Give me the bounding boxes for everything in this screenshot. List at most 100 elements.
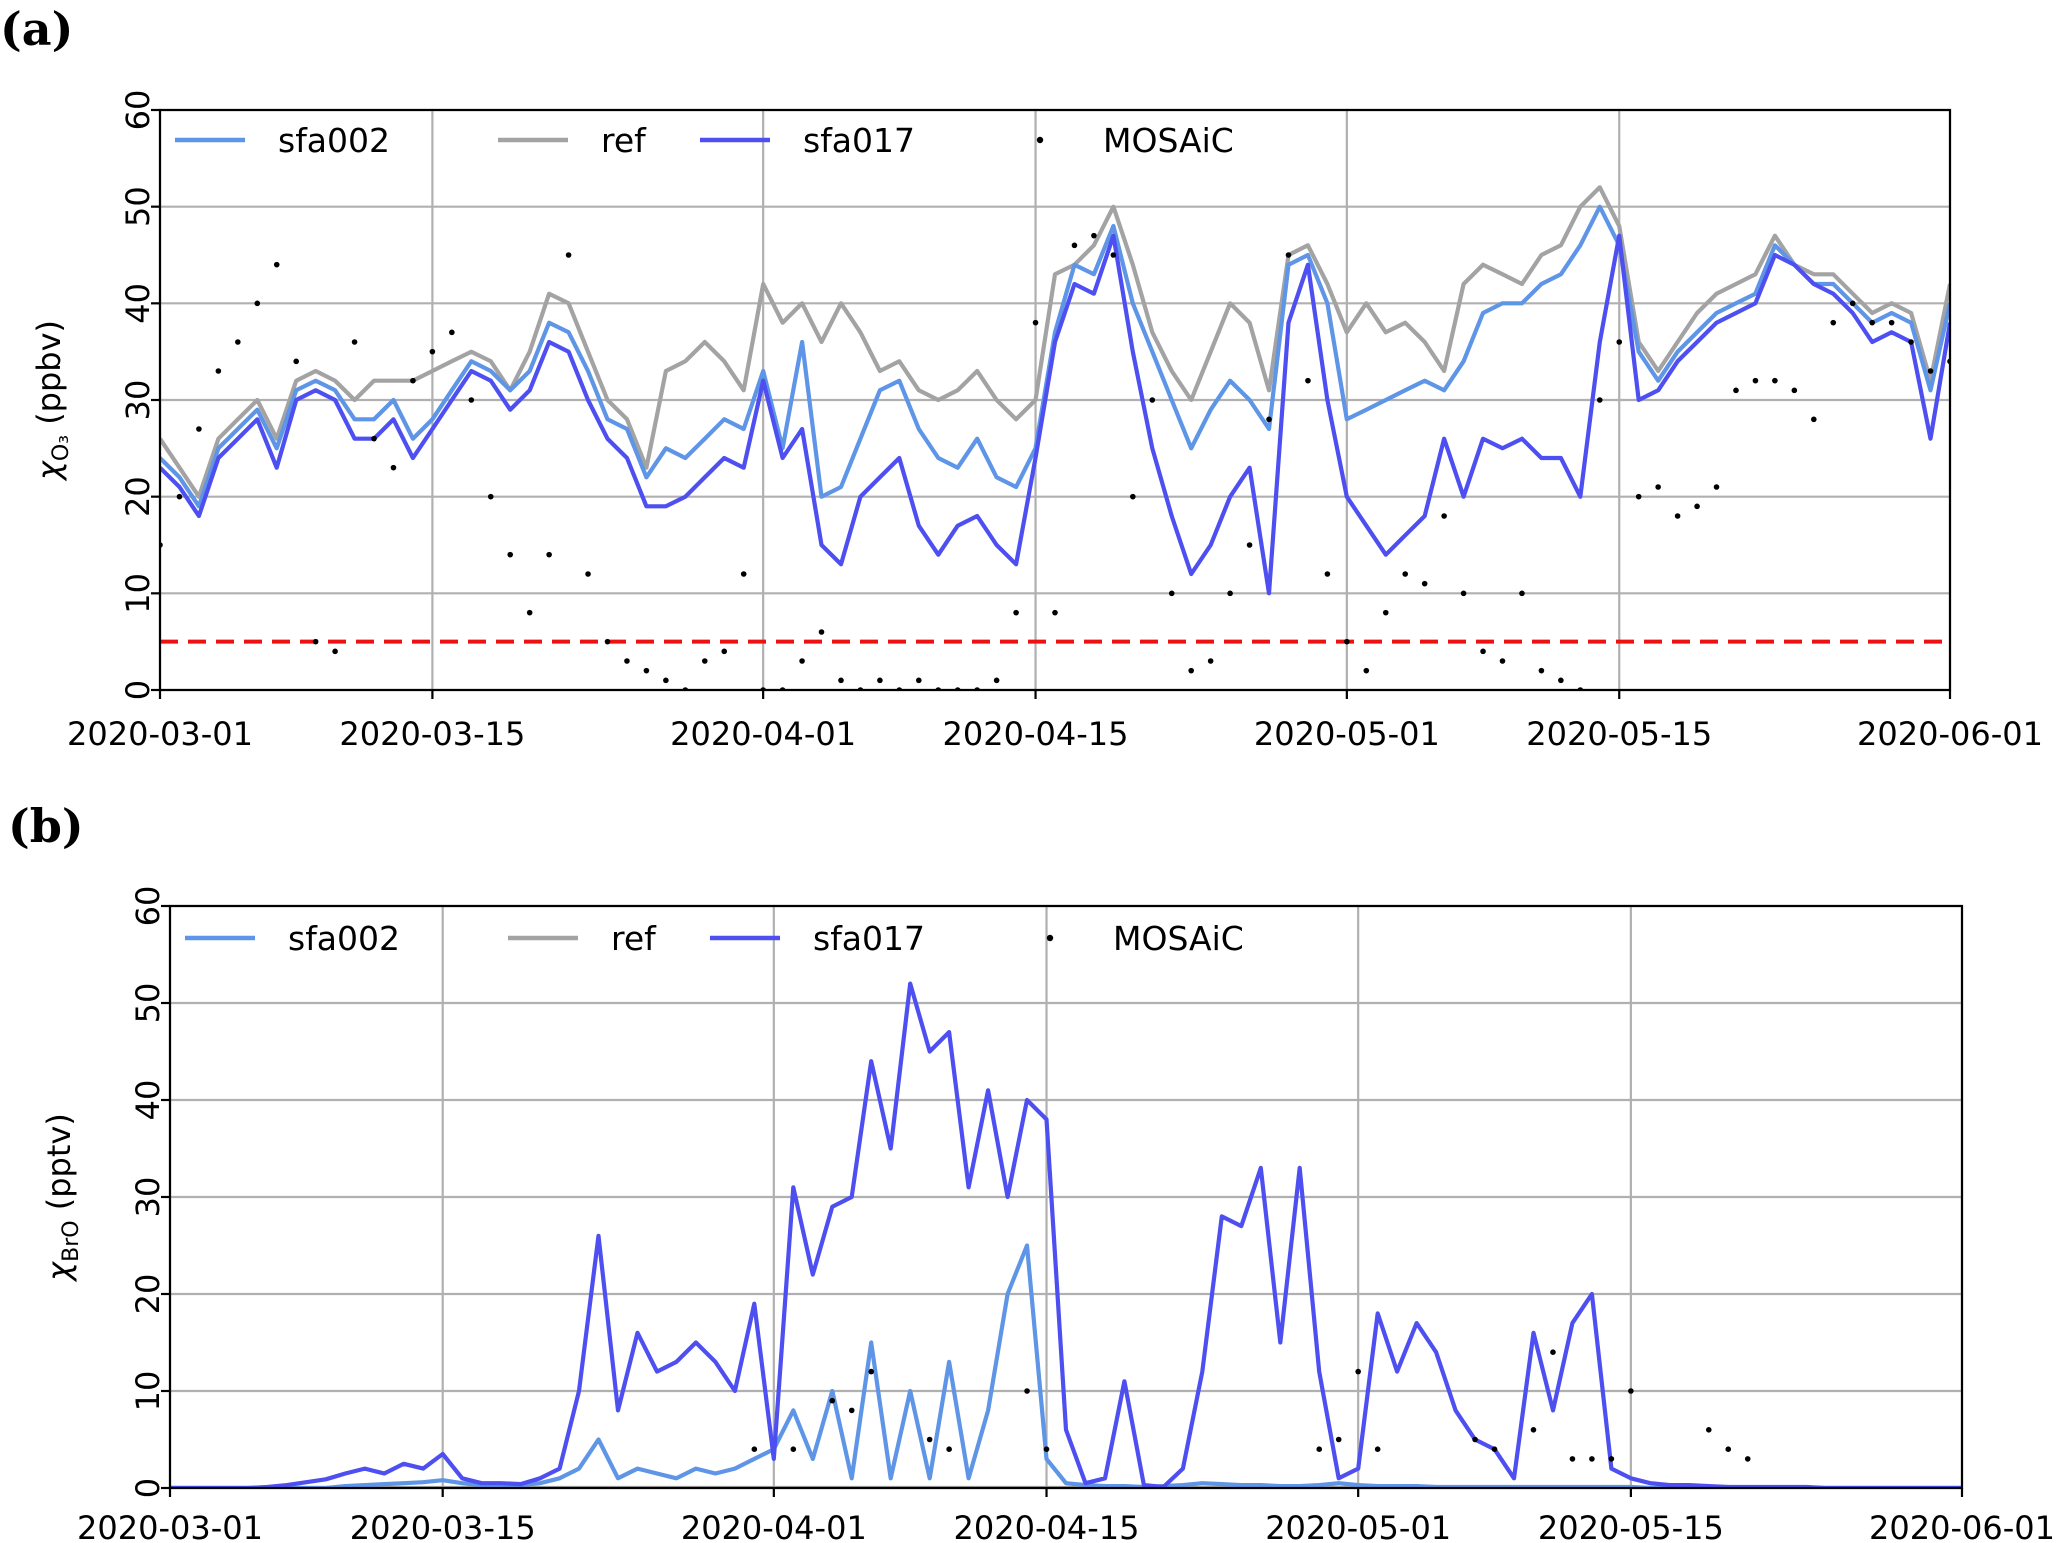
data-point-MOSAiC bbox=[1382, 609, 1389, 616]
plot-area bbox=[160, 185, 1950, 690]
data-point-MOSAiC bbox=[235, 339, 241, 345]
data-point-MOSAiC bbox=[818, 629, 825, 635]
legend: sfa002 ref sfa017 MOSAiC bbox=[185, 919, 1244, 958]
data-point-MOSAiC bbox=[624, 658, 630, 664]
data-point-MOSAiC bbox=[176, 493, 183, 500]
data-point-MOSAiC bbox=[1472, 1436, 1478, 1443]
y-tick-label: 30 bbox=[119, 380, 157, 421]
data-point-MOSAiC bbox=[1908, 339, 1914, 345]
series-line-sfa002 bbox=[160, 204, 1950, 509]
x-tick-label: 2020-05-01 bbox=[1265, 1509, 1451, 1543]
data-point-MOSAiC bbox=[604, 638, 611, 645]
series-line-sfa017 bbox=[160, 233, 1950, 596]
y-tick-label: 60 bbox=[129, 886, 167, 927]
data-point-MOSAiC bbox=[1168, 590, 1175, 597]
panel-label: (a) bbox=[0, 2, 73, 56]
y-axis-symbol: χ bbox=[40, 1261, 78, 1283]
data-point-MOSAiC bbox=[1655, 484, 1661, 490]
data-point-MOSAiC bbox=[390, 464, 397, 471]
data-point-MOSAiC bbox=[799, 658, 805, 664]
data-point-MOSAiC bbox=[868, 1368, 875, 1375]
y-tick-label: 20 bbox=[119, 476, 157, 517]
data-point-MOSAiC bbox=[829, 1397, 836, 1404]
data-point-MOSAiC bbox=[1130, 493, 1136, 500]
y-axis-symbol: χ bbox=[30, 460, 68, 482]
data-point-MOSAiC bbox=[371, 435, 377, 442]
data-point-MOSAiC bbox=[1499, 658, 1506, 664]
data-point-MOSAiC bbox=[1791, 387, 1798, 394]
y-axis-subscript: O₃ bbox=[49, 435, 74, 461]
data-point-MOSAiC bbox=[273, 261, 280, 268]
x-tick-label: 2020-03-01 bbox=[67, 715, 253, 753]
data-point-MOSAiC bbox=[1491, 1446, 1498, 1452]
data-point-MOSAiC bbox=[1772, 377, 1778, 384]
legend: sfa002 ref sfa017 MOSAiC bbox=[175, 121, 1234, 160]
data-point-MOSAiC bbox=[1830, 319, 1837, 326]
legend-swatch-MOSAiC bbox=[1046, 934, 1054, 942]
data-point-MOSAiC bbox=[1608, 1456, 1615, 1462]
data-point-MOSAiC bbox=[1227, 590, 1233, 597]
y-tick-label: 0 bbox=[129, 1478, 167, 1498]
data-point-MOSAiC bbox=[1421, 580, 1428, 587]
data-point-MOSAiC bbox=[946, 1446, 952, 1452]
y-axis-label: χBrO (pptv) bbox=[40, 1113, 84, 1283]
data-point-MOSAiC bbox=[1752, 377, 1759, 384]
data-point-MOSAiC bbox=[546, 551, 552, 558]
y-tick-label: 40 bbox=[119, 283, 157, 324]
data-point-MOSAiC bbox=[1071, 242, 1078, 249]
data-point-MOSAiC bbox=[1869, 319, 1875, 326]
data-point-MOSAiC bbox=[1032, 319, 1039, 326]
data-point-MOSAiC bbox=[507, 551, 514, 558]
data-point-MOSAiC bbox=[312, 638, 319, 645]
data-point-MOSAiC bbox=[1927, 368, 1934, 374]
data-point-MOSAiC bbox=[1550, 1349, 1556, 1355]
data-point-MOSAiC bbox=[1460, 590, 1467, 597]
data-point-MOSAiC bbox=[1713, 484, 1720, 490]
data-point-MOSAiC bbox=[1207, 658, 1214, 664]
x-tick-label: 2020-03-15 bbox=[339, 715, 525, 753]
data-point-MOSAiC bbox=[1519, 590, 1525, 597]
data-point-MOSAiC bbox=[1043, 1446, 1050, 1452]
legend-label-ref: ref bbox=[601, 121, 647, 160]
data-point-MOSAiC bbox=[1849, 300, 1856, 307]
y-tick-label: 30 bbox=[129, 1177, 167, 1218]
data-point-MOSAiC bbox=[1530, 1427, 1537, 1433]
y-tick-label: 50 bbox=[119, 186, 157, 227]
y-tick-label: 10 bbox=[119, 573, 157, 614]
data-point-MOSAiC bbox=[1402, 571, 1409, 577]
data-point-MOSAiC bbox=[468, 397, 475, 403]
data-point-MOSAiC bbox=[1674, 513, 1681, 519]
x-tick-label: 2020-04-15 bbox=[954, 1509, 1140, 1543]
y-tick-label: 40 bbox=[129, 1080, 167, 1121]
data-point-MOSAiC bbox=[838, 677, 844, 684]
data-point-MOSAiC bbox=[721, 648, 728, 655]
data-point-MOSAiC bbox=[1246, 542, 1253, 548]
series-line-sfa017 bbox=[170, 981, 1962, 1488]
y-axis-unit: (pptv) bbox=[40, 1113, 78, 1220]
data-point-MOSAiC bbox=[701, 658, 708, 664]
data-point-MOSAiC bbox=[332, 648, 338, 655]
data-point-MOSAiC bbox=[254, 300, 261, 307]
data-point-MOSAiC bbox=[215, 368, 222, 374]
data-point-MOSAiC bbox=[293, 358, 299, 365]
x-tick-label: 2020-06-01 bbox=[1857, 715, 2043, 753]
data-point-MOSAiC bbox=[1091, 232, 1097, 239]
data-point-MOSAiC bbox=[565, 252, 572, 258]
x-tick-label: 2020-04-01 bbox=[670, 715, 856, 753]
data-point-MOSAiC bbox=[740, 571, 747, 577]
data-point-MOSAiC bbox=[663, 677, 669, 684]
data-point-MOSAiC bbox=[926, 1436, 933, 1443]
data-point-MOSAiC bbox=[916, 677, 922, 684]
legend-label-MOSAiC: MOSAiC bbox=[1103, 121, 1234, 160]
data-point-MOSAiC bbox=[1013, 609, 1019, 616]
x-tick-label: 2020-04-01 bbox=[681, 1509, 867, 1543]
data-point-MOSAiC bbox=[1569, 1456, 1576, 1462]
panel-a: (a) 2020-03-01 2020-03-15 2020-04-01 2020-04… bbox=[0, 2, 2043, 753]
data-point-MOSAiC bbox=[1628, 1388, 1634, 1394]
data-point-MOSAiC bbox=[1694, 503, 1700, 510]
data-point-MOSAiC bbox=[1558, 677, 1564, 684]
data-point-MOSAiC bbox=[751, 1446, 758, 1452]
data-point-MOSAiC bbox=[1305, 377, 1311, 384]
legend-label-ref: ref bbox=[611, 919, 657, 958]
